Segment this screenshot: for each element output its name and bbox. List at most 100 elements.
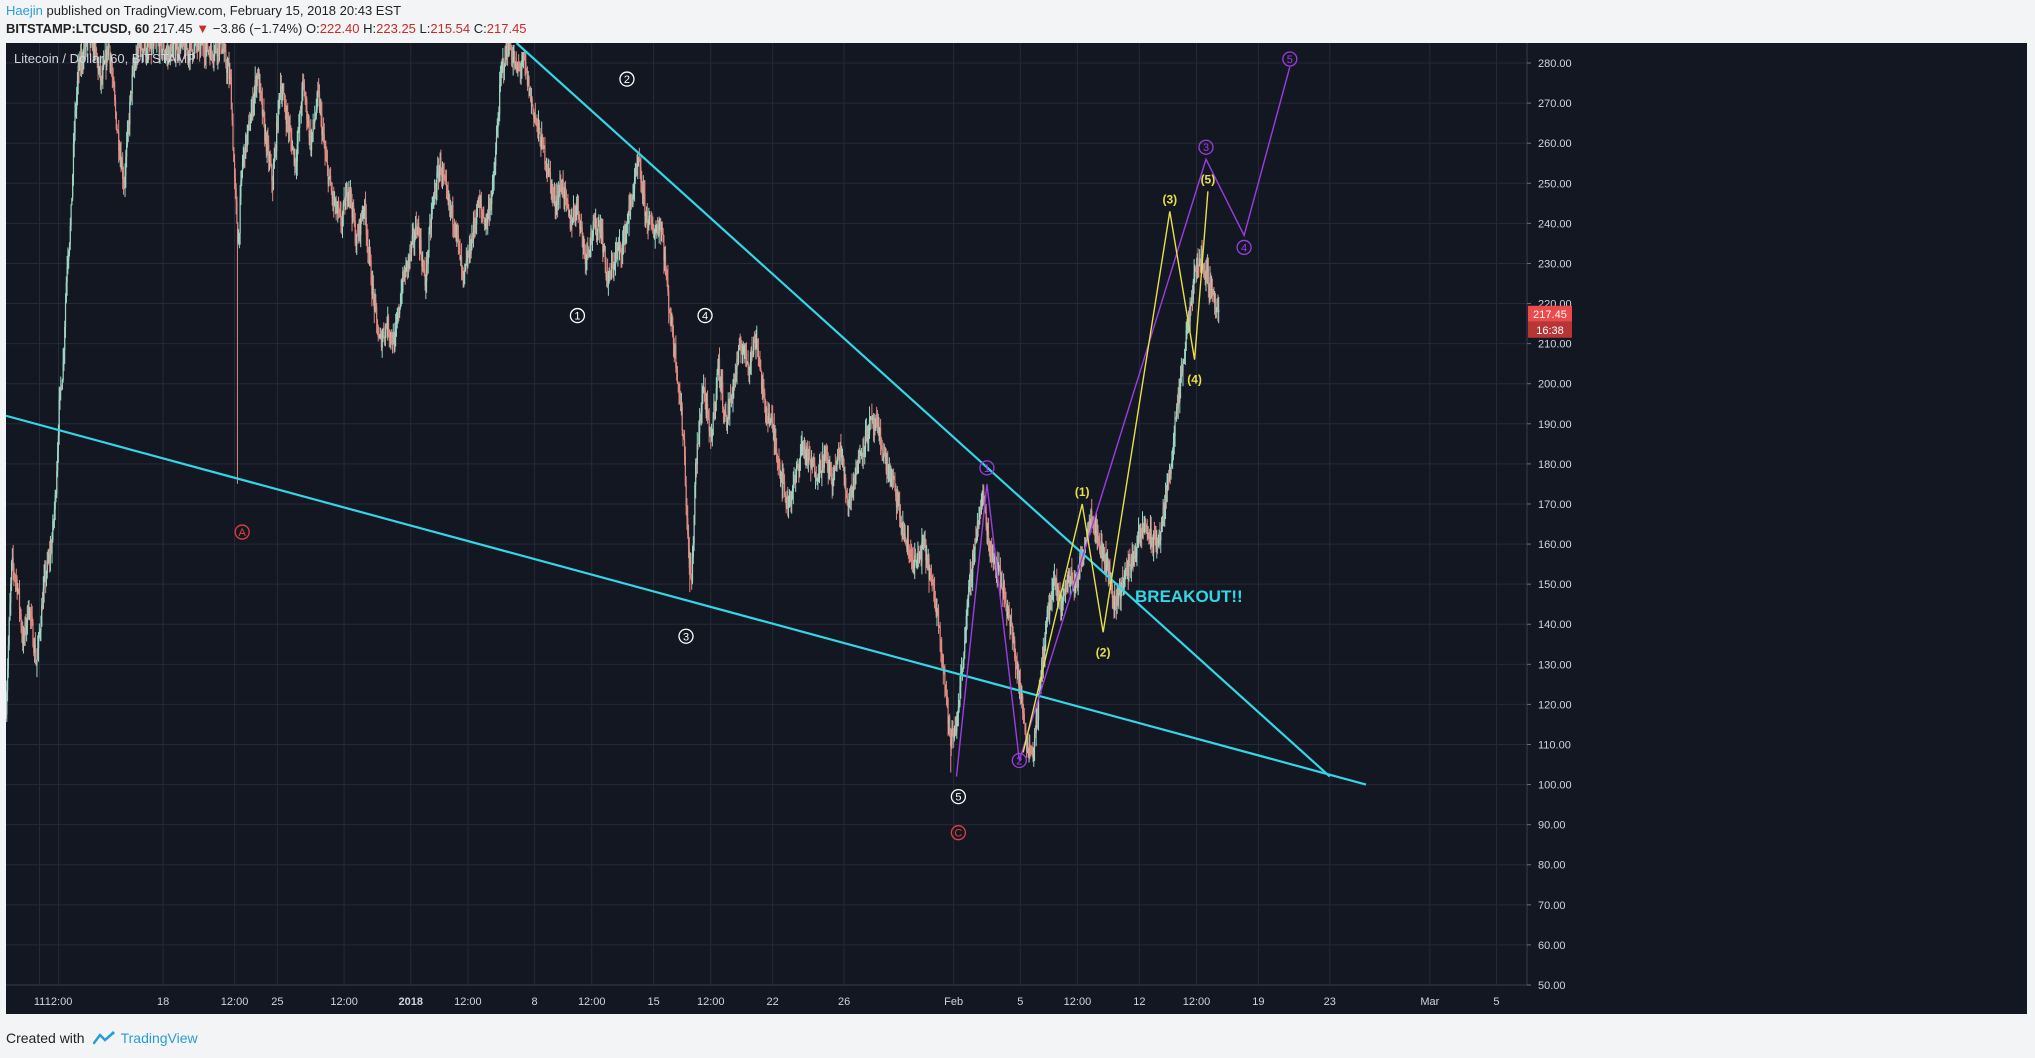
- candle: [401, 291, 403, 293]
- time-axis[interactable]: 11 12:00 18 12:00 25 12:00 2018 12:00 8 12:00 15 12…: [6, 984, 1527, 1008]
- candle: [535, 119, 537, 121]
- chart-area[interactable]: A C 1 2 3 4 5 1 2 3 4 5 (1) (2) (3) (4) (5) BREAKOUT!! Li…: [5, 38, 2027, 1014]
- candle: [323, 134, 325, 146]
- candle: [391, 332, 393, 341]
- candle: [379, 336, 381, 338]
- candle: [310, 131, 312, 151]
- candle: [943, 670, 945, 674]
- price-axis[interactable]: 50.0060.0070.0080.0090.00100.00110.00120…: [1526, 43, 1572, 992]
- candle: [1132, 555, 1134, 560]
- candle: [809, 456, 811, 464]
- candle: [549, 172, 552, 180]
- candle: [113, 78, 115, 91]
- wave-label: (5): [1201, 172, 1216, 186]
- candle: [504, 48, 506, 67]
- candle: [174, 38, 176, 56]
- candle: [1141, 528, 1143, 537]
- candle: [387, 317, 390, 335]
- candle: [15, 578, 17, 580]
- candle: [841, 456, 844, 458]
- candle: [1155, 538, 1157, 550]
- candle: [118, 131, 120, 151]
- candle: [172, 41, 175, 47]
- candle: [267, 139, 269, 145]
- candle: [491, 181, 494, 193]
- candle: [111, 71, 113, 78]
- candle: [1012, 639, 1014, 644]
- candle: [399, 307, 401, 314]
- candle: [670, 319, 672, 326]
- price-tick-label: 120.00: [1538, 699, 1572, 711]
- candle: [330, 175, 332, 186]
- candle: [511, 59, 513, 64]
- candle: [32, 622, 34, 647]
- candle: [762, 381, 764, 393]
- candle: [855, 461, 857, 475]
- candle: [826, 457, 829, 462]
- candle: [559, 182, 561, 196]
- candle: [897, 499, 899, 506]
- candle: [176, 39, 178, 50]
- candle: [497, 121, 499, 128]
- candle: [529, 88, 531, 96]
- candle: [324, 145, 326, 154]
- candle: [328, 177, 330, 185]
- candle: [248, 120, 250, 126]
- footer: Created with TradingView: [6, 1030, 198, 1046]
- candle: [783, 482, 786, 492]
- candle: [789, 491, 791, 499]
- author-name[interactable]: Haejin: [6, 3, 43, 18]
- candle: [509, 38, 511, 49]
- candle: [1170, 465, 1172, 475]
- candle: [168, 51, 170, 56]
- tradingview-brand-label[interactable]: TradingView: [120, 1030, 198, 1046]
- candle: [341, 214, 344, 226]
- candle: [787, 495, 789, 508]
- candle: [710, 436, 713, 438]
- time-tick-label: 19: [1252, 996, 1264, 1008]
- candle: [210, 44, 212, 60]
- candle: [1033, 731, 1036, 748]
- candle: [468, 255, 470, 257]
- candle: [799, 454, 802, 460]
- candle: [272, 168, 275, 189]
- candle: [1156, 538, 1158, 550]
- candle: [536, 119, 538, 121]
- candle: [818, 460, 821, 477]
- candle: [1041, 660, 1044, 669]
- trendlines[interactable]: [5, 42, 1367, 786]
- wave-label-1: 1: [574, 311, 580, 323]
- candle: [11, 557, 13, 562]
- candle: [1060, 594, 1062, 611]
- candle: [795, 467, 798, 479]
- candle: [985, 511, 987, 527]
- wave-label-circle: [950, 825, 967, 841]
- candle: [465, 259, 467, 265]
- candle: [230, 77, 232, 110]
- candle: [356, 234, 358, 245]
- price-change: −3.86 (−1.74%): [212, 21, 303, 36]
- candle: [264, 133, 267, 141]
- candle: [63, 350, 65, 362]
- candle: [706, 403, 708, 414]
- candle: [79, 56, 81, 70]
- candle: [621, 254, 623, 256]
- candle: [421, 255, 423, 267]
- candle: [326, 161, 329, 167]
- candle: [766, 408, 768, 418]
- candle: [846, 495, 848, 506]
- wave-paths[interactable]: [955, 66, 1291, 777]
- candle: [377, 334, 379, 338]
- candle: [302, 80, 304, 88]
- candle: [740, 348, 742, 350]
- candle: [714, 402, 717, 412]
- candle: [1172, 441, 1175, 450]
- candle: [1034, 731, 1036, 734]
- candle: [695, 463, 697, 486]
- candle: [1006, 611, 1009, 616]
- tradingview-brand[interactable]: TradingView: [92, 1030, 198, 1046]
- candle: [253, 102, 255, 112]
- candle: [428, 232, 430, 253]
